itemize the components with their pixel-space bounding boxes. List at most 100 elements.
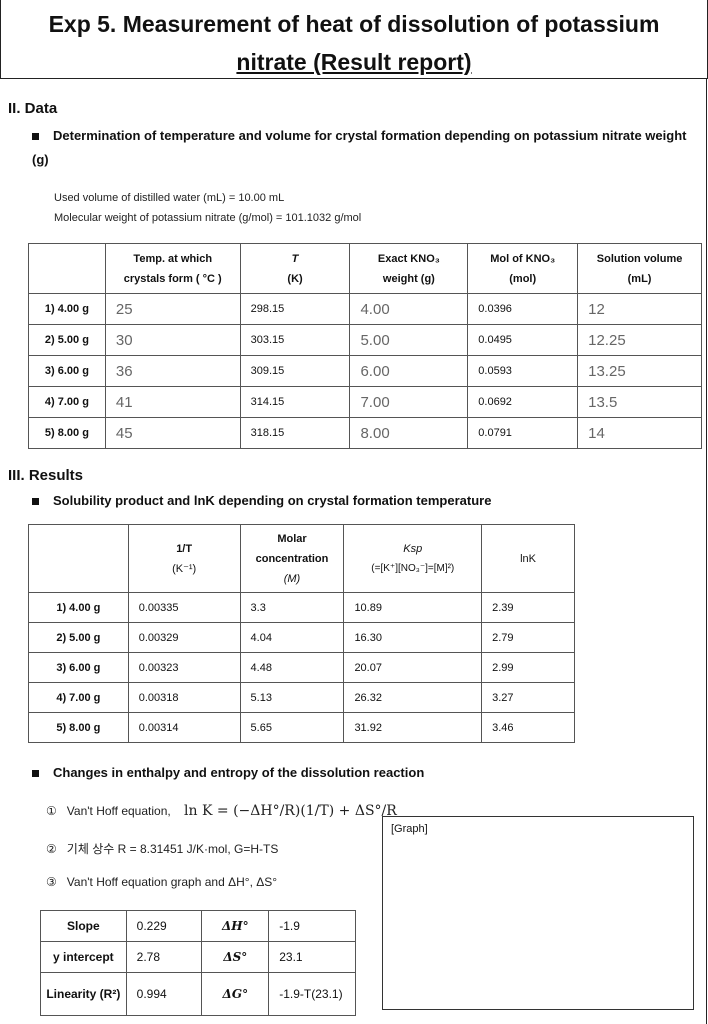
temp-cell: 30 [104,324,241,356]
row-label: 1) 4.00 g [28,592,129,623]
row-label: 5) 8.00 g [28,417,106,449]
summary-value: 2.78 [125,941,203,973]
inv-T-cell: 0.00329 [127,622,241,653]
inv-T-cell: 0.00318 [127,682,241,713]
page-border [706,78,707,1024]
row-label: 3) 6.00 g [28,652,129,683]
bullet-text: Changes in enthalpy and entropy of the d… [53,765,425,780]
header-volume: Solution volume (mL) [577,243,702,294]
thermo-value: -1.9-T(23.1) [268,972,356,1016]
thermo-symbol: ΔS° [201,941,270,973]
bullet-text: Solubility product and lnK depending on … [53,493,492,508]
table-row: 2) 5.00 g 0.00329 4.04 16.30 2.79 [28,622,575,653]
row-label: 2) 5.00 g [28,622,129,653]
summary-value: 0.229 [125,910,203,942]
thermo-value: 23.1 [268,941,356,973]
inv-T-cell: 0.00314 [127,712,241,743]
bullet-icon [32,133,39,141]
title-box: Exp 5. Measurement of heat of dissolutio… [0,0,708,79]
thermo-symbol: ΔG° [201,972,270,1016]
volume-cell: 12.25 [577,324,702,356]
header-conc: Molar concentration (M) [239,524,345,593]
summary-label: Linearity (R²) [40,972,127,1016]
item-3: ③ Van't Hoff equation graph and ΔH°, ΔS° [46,875,278,889]
summary-row: Slope 0.229 ΔH° -1.9 [40,910,356,942]
weight-cell: 8.00 [349,417,469,449]
bullet-heading-enthalpy: Changes in enthalpy and entropy of the d… [32,761,424,785]
weight-cell: 7.00 [349,386,469,418]
header-T: T (K) [239,243,351,294]
bullet-heading-data: Determination of temperature and volume … [32,124,702,172]
volume-cell: 13.5 [577,386,702,418]
bullet-text: Determination of temperature and volume … [32,128,687,167]
title-line-2: nitrate (Result report) [236,49,472,75]
results-table: 1/T (K⁻¹) Molar concentration (M) Ksp (=[K⁺]… [28,524,575,743]
title-line-1: Exp 5. Measurement of heat of dissolutio… [48,11,660,37]
mol-cell: 0.0396 [467,293,579,325]
molecular-weight-text: Molecular weight of potassium nitrate (g… [54,212,362,224]
ksp-cell: 16.30 [343,622,483,653]
table-row: 4) 7.00 g 0.00318 5.13 26.32 3.27 [28,682,575,713]
kelvin-cell: 314.15 [239,386,351,418]
table-header-row: Temp. at which crystals form ( °C ) T (K) … [28,243,702,294]
volume-cell: 13.25 [577,355,702,387]
summary-table: Slope 0.229 ΔH° -1.9 y intercept 2.78 ΔS… [40,910,356,1016]
table-row: 1) 4.00 g 0.00335 3.3 10.89 2.39 [28,592,575,623]
summary-row: y intercept 2.78 ΔS° 23.1 [40,941,356,973]
kelvin-cell: 309.15 [239,355,351,387]
lnk-cell: 3.27 [481,682,575,713]
header-empty [28,524,129,593]
lnk-cell: 2.39 [481,592,575,623]
inv-T-cell: 0.00335 [127,592,241,623]
ksp-cell: 20.07 [343,652,483,683]
table-row: 5) 8.00 g 0.00314 5.65 31.92 3.46 [28,712,575,743]
temp-cell: 36 [104,355,241,387]
summary-label: Slope [40,910,127,942]
weight-cell: 4.00 [349,293,469,325]
bullet-icon [32,770,39,778]
graph-label: [Graph] [391,823,428,835]
row-label: 1) 4.00 g [28,293,106,325]
header-lnk: lnK [481,524,575,593]
table-row: 1) 4.00 g 25 298.15 4.00 0.0396 12 [28,293,702,325]
item-1: ① Van't Hoff equation, ln K = (−ΔH°/R)(1… [46,803,397,819]
table-row: 3) 6.00 g 0.00323 4.48 20.07 2.99 [28,652,575,683]
conc-cell: 5.65 [239,712,345,743]
section-heading-results: III. Results [8,467,84,484]
lnk-cell: 2.79 [481,622,575,653]
water-volume-text: Used volume of distilled water (mL) = 10… [54,192,285,204]
volume-cell: 12 [577,293,702,325]
ksp-cell: 31.92 [343,712,483,743]
lnk-cell: 3.46 [481,712,575,743]
weight-cell: 6.00 [349,355,469,387]
graph-box: [Graph] [382,816,694,1010]
header-temp: Temp. at which crystals form ( °C ) [104,243,241,294]
ksp-cell: 10.89 [343,592,483,623]
conc-cell: 5.13 [239,682,345,713]
summary-row: Linearity (R²) 0.994 ΔG° -1.9-T(23.1) [40,972,356,1016]
conc-cell: 3.3 [239,592,345,623]
mol-cell: 0.0791 [467,417,579,449]
volume-cell: 14 [577,417,702,449]
lnk-cell: 2.99 [481,652,575,683]
conc-cell: 4.04 [239,622,345,653]
table-header-row: 1/T (K⁻¹) Molar concentration (M) Ksp (=[K⁺]… [28,524,575,593]
table-row: 2) 5.00 g 30 303.15 5.00 0.0495 12.25 [28,324,702,356]
table-row: 3) 6.00 g 36 309.15 6.00 0.0593 13.25 [28,355,702,387]
bullet-heading-results: Solubility product and lnK depending on … [32,489,491,513]
row-label: 3) 6.00 g [28,355,106,387]
table-row: 5) 8.00 g 45 318.15 8.00 0.0791 14 [28,417,702,449]
row-label: 4) 7.00 g [28,682,129,713]
item-2: ② 기체 상수 R = 8.31451 J/K·mol, G=H-TS [46,842,279,856]
thermo-value: -1.9 [268,910,356,942]
temp-cell: 45 [104,417,241,449]
table-row: 4) 7.00 g 41 314.15 7.00 0.0692 13.5 [28,386,702,418]
row-label: 2) 5.00 g [28,324,106,356]
thermo-symbol: ΔH° [201,910,270,942]
row-label: 4) 7.00 g [28,386,106,418]
vant-hoff-formula: ln K = (−ΔH°/R)(1/T) + ΔS°/R [184,803,397,819]
summary-label: y intercept [40,941,127,973]
mol-cell: 0.0495 [467,324,579,356]
mol-cell: 0.0593 [467,355,579,387]
